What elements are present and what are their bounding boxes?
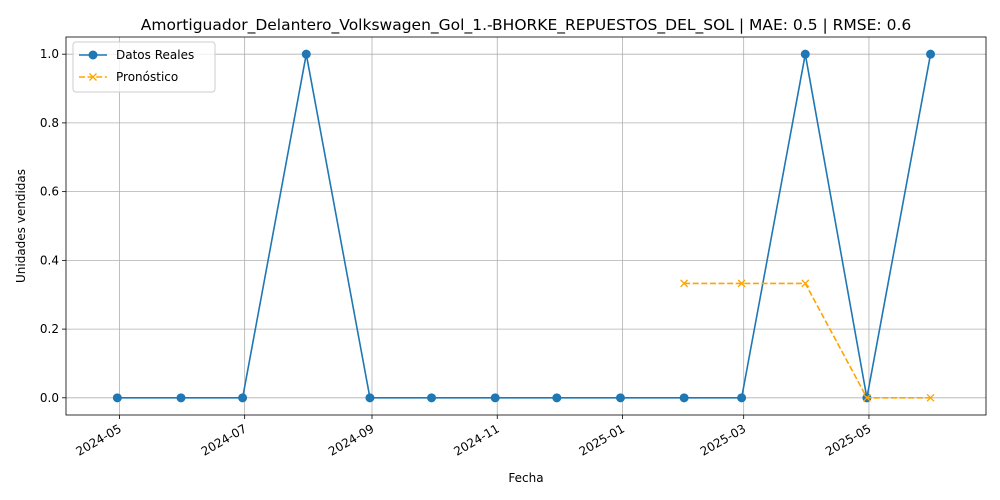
legend: Datos Reales Pronóstico bbox=[72, 41, 216, 93]
data-point bbox=[680, 279, 689, 288]
grid bbox=[66, 37, 986, 415]
y-tick-label: 0.8 bbox=[40, 116, 59, 130]
legend-label: Datos Reales bbox=[116, 48, 194, 62]
legend-item: Datos Reales bbox=[79, 48, 194, 62]
y-tick-label: 0.6 bbox=[40, 185, 59, 199]
y-tick-label: 0.4 bbox=[40, 253, 59, 267]
chart-title: Amortiguador_Delantero_Volkswagen_Gol_1.… bbox=[141, 16, 911, 35]
data-point bbox=[176, 393, 186, 403]
y-tick-label: 0.0 bbox=[40, 391, 59, 405]
y-tick-label: 1.0 bbox=[40, 47, 59, 61]
data-point bbox=[800, 49, 810, 59]
data-point bbox=[737, 393, 747, 403]
legend-label: Pronóstico bbox=[116, 70, 178, 84]
legend-marker bbox=[89, 73, 97, 81]
data-point bbox=[926, 49, 936, 59]
data-point bbox=[112, 393, 122, 403]
data-point bbox=[427, 393, 437, 403]
legend-item: Pronóstico bbox=[79, 70, 178, 84]
legend-box bbox=[72, 41, 216, 93]
data-point bbox=[679, 393, 689, 403]
data-point bbox=[926, 393, 935, 402]
x-axis-title: Fecha bbox=[508, 471, 543, 485]
data-point bbox=[301, 49, 311, 59]
y-axis-title: Unidades vendidas bbox=[14, 169, 28, 283]
legend-marker bbox=[88, 50, 98, 60]
series-layer bbox=[112, 49, 936, 403]
y-axis: 0.0 0.2 0.4 0.6 0.8 1.0 bbox=[40, 47, 66, 405]
data-point bbox=[801, 279, 810, 288]
legend-items: Datos Reales Pronóstico bbox=[79, 48, 194, 84]
data-point bbox=[490, 393, 500, 403]
plot-frame bbox=[65, 36, 987, 416]
data-point bbox=[737, 279, 746, 288]
data-point bbox=[238, 393, 248, 403]
data-point bbox=[615, 393, 625, 403]
series-datos-reales bbox=[112, 49, 936, 403]
y-tick-label: 0.2 bbox=[40, 322, 59, 336]
series-line bbox=[117, 54, 932, 399]
data-point bbox=[862, 393, 871, 402]
data-point bbox=[365, 393, 375, 403]
data-point bbox=[552, 393, 562, 403]
series-pronostico bbox=[680, 279, 935, 402]
